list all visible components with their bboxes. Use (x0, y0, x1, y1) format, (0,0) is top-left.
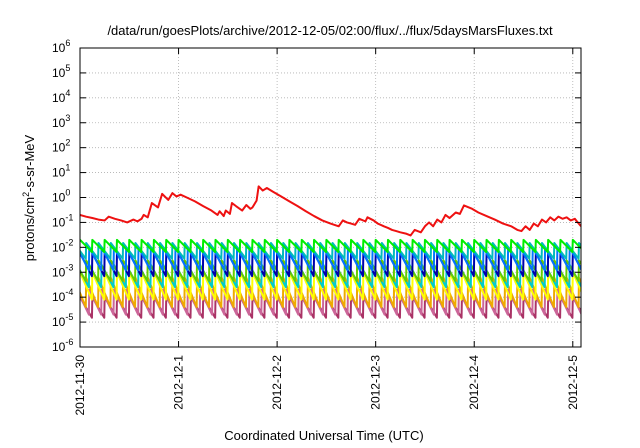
y-tick-exp: -6 (65, 337, 73, 347)
y-tick-label: 10-1 (52, 212, 73, 229)
y-tick-label: 104 (52, 88, 70, 105)
x-tick-label: 2012-12-4 (467, 355, 481, 410)
y-tick-base: 10 (52, 215, 66, 229)
y-tick-label: 105 (52, 63, 70, 80)
x-tick-label: 2012-12-5 (566, 355, 580, 410)
y-axis-label-base: protons/cm (22, 197, 37, 261)
y-tick-base: 10 (52, 240, 66, 254)
series-line (80, 185, 581, 237)
x-tick-label: 2012-12-3 (369, 355, 383, 410)
y-tick-label: 103 (52, 113, 70, 130)
y-tick-base: 10 (52, 265, 66, 279)
x-axis-label: Coordinated Universal Time (UTC) (224, 428, 423, 443)
y-tick-base: 10 (52, 191, 66, 205)
y-tick-exp: -2 (65, 237, 73, 247)
y-tick-exp: 4 (65, 88, 70, 98)
y-tick-exp: -1 (65, 212, 73, 222)
y-tick-label: 10-4 (52, 287, 73, 304)
x-tick-label: 2012-11-30 (73, 355, 87, 416)
y-tick-label: 10-3 (52, 262, 73, 279)
series-line (80, 296, 581, 319)
y-tick-exp: 0 (65, 188, 70, 198)
x-tick-label: 2012-12-1 (172, 355, 186, 410)
y-tick-base: 10 (52, 290, 66, 304)
x-tick-label: 2012-12-2 (270, 355, 284, 410)
y-tick-base: 10 (52, 315, 66, 329)
y-tick-exp: 1 (65, 163, 70, 173)
y-tick-exp: -3 (65, 262, 73, 272)
series-line (80, 238, 581, 253)
y-tick-exp: 2 (65, 138, 70, 148)
y-axis: 10-610-510-410-310-210-11001011021031041… (52, 38, 581, 354)
series-line (80, 251, 581, 278)
y-tick-label: 10-5 (52, 312, 73, 329)
series-group (80, 185, 581, 319)
chart-title: /data/run/goesPlots/archive/2012-12-05/0… (107, 23, 553, 38)
y-tick-exp: 3 (65, 113, 70, 123)
y-tick-exp: -4 (65, 287, 73, 297)
x-axis: 2012-11-30 2012-12-1 2012-12-2 2012-12-3 201… (73, 48, 580, 416)
y-axis-label-rest: -s-sr-MeV (22, 134, 37, 191)
y-tick-base: 10 (52, 340, 66, 354)
y-tick-label: 106 (52, 38, 70, 55)
y-tick-base: 10 (52, 66, 66, 80)
y-tick-label: 100 (52, 188, 70, 205)
y-axis-label-sup: 2 (21, 192, 31, 197)
y-tick-base: 10 (52, 116, 66, 130)
y-axis-label: protons/cm2-s-sr-MeV (21, 134, 37, 261)
y-tick-exp: 5 (65, 63, 70, 73)
y-tick-base: 10 (52, 41, 66, 55)
y-tick-label: 102 (52, 138, 70, 155)
series-line (80, 246, 581, 272)
y-tick-exp: -5 (65, 312, 73, 322)
y-tick-label: 101 (52, 163, 70, 180)
y-tick-base: 10 (52, 166, 66, 180)
y-tick-exp: 6 (65, 38, 70, 48)
y-tick-base: 10 (52, 141, 66, 155)
y-tick-base: 10 (52, 91, 66, 105)
y-tick-label: 10-2 (52, 237, 73, 254)
y-tick-label: 10-6 (52, 337, 73, 354)
